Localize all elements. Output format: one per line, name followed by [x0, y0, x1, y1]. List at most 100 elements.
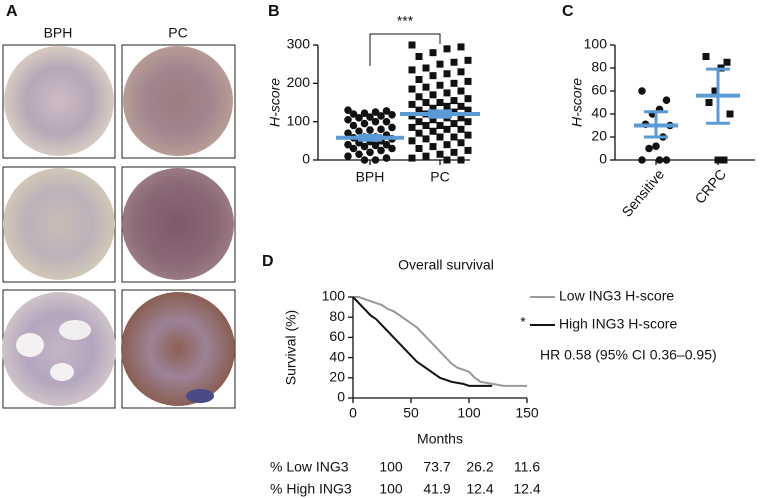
- data-point: [355, 150, 363, 159]
- risk-value: 26.2: [466, 459, 493, 475]
- data-point: [714, 156, 722, 164]
- data-point: [344, 115, 352, 124]
- panel-label: C: [562, 3, 574, 20]
- data-point: [415, 106, 423, 114]
- data-point: [371, 156, 380, 164]
- x-tick-label: 50: [403, 405, 419, 421]
- data-point: [355, 127, 363, 136]
- data-point: [726, 110, 734, 118]
- data-point: [450, 120, 458, 128]
- data-point: [457, 139, 465, 147]
- data-point: [366, 126, 374, 134]
- data-point: [638, 156, 646, 164]
- risk-value: 100: [379, 481, 403, 497]
- data-point: [457, 102, 465, 110]
- data-point: [408, 154, 416, 162]
- data-point: [344, 152, 352, 160]
- tissue-images: [2, 44, 236, 409]
- data-point: [415, 145, 423, 152]
- data-point: [443, 102, 451, 110]
- data-point: [443, 45, 451, 53]
- data-point: [382, 140, 391, 149]
- tissue-core: [3, 168, 115, 280]
- data-point: [464, 131, 472, 139]
- risk-value: 11.6: [514, 459, 540, 475]
- y-tick-label: 80: [329, 308, 345, 324]
- data-point: [415, 53, 423, 60]
- data-point: [377, 146, 385, 155]
- data-point: [429, 49, 437, 57]
- data-point: [344, 106, 352, 114]
- data-point: [349, 110, 358, 118]
- data-point: [638, 87, 646, 95]
- column-header: PC: [168, 25, 187, 41]
- data-point: [443, 141, 451, 149]
- stain-mark: [186, 389, 214, 403]
- data-point: [360, 142, 369, 151]
- data-point: [702, 53, 710, 60]
- data-point: [349, 144, 358, 153]
- data-point: [723, 58, 731, 66]
- data-point: [408, 85, 416, 93]
- data-point: [377, 125, 385, 134]
- data-point: [652, 142, 660, 150]
- data-point: [366, 148, 374, 157]
- data-point: [422, 83, 430, 91]
- chart-title: Overall survival: [398, 257, 494, 273]
- tissue-core: [121, 292, 235, 406]
- x-axis-label: Months: [417, 431, 463, 447]
- risk-value: 100: [379, 459, 403, 475]
- y-axis-label: H-score: [569, 78, 585, 127]
- data-point: [388, 144, 396, 153]
- x-tick-label: BPH: [356, 169, 385, 185]
- data-point: [344, 140, 352, 149]
- y-tick-label: 200: [287, 74, 311, 90]
- data-point: [443, 125, 451, 133]
- gland: [16, 333, 44, 357]
- significance-label: ***: [397, 13, 414, 29]
- data-point: [360, 109, 369, 118]
- tissue-core: [122, 168, 234, 280]
- data-point: [645, 144, 653, 153]
- data-point: [464, 118, 472, 126]
- data-point: [464, 77, 472, 85]
- y-tick-label: 40: [591, 105, 607, 121]
- data-point: [705, 99, 713, 106]
- panel-label: B: [268, 3, 280, 20]
- x-tick-label: 0: [349, 405, 357, 421]
- data-point: [429, 72, 437, 80]
- tissue-core: [2, 292, 116, 406]
- x-tick-label: PC: [430, 169, 449, 185]
- x-tick-label: Sensitive: [618, 166, 667, 220]
- data-point: [711, 87, 719, 95]
- y-axis-label: Survival (%): [283, 310, 299, 385]
- data-point: [429, 104, 437, 112]
- significance-label: *: [520, 314, 526, 330]
- tissue-core: [4, 46, 114, 156]
- data-point: [355, 114, 363, 122]
- data-point: [415, 129, 423, 137]
- y-tick-label: 0: [302, 151, 310, 167]
- y-tick-label: 300: [287, 36, 311, 52]
- data-point: [436, 81, 444, 89]
- gland: [59, 320, 91, 340]
- data-point: [464, 146, 472, 154]
- y-axis-label: H-score: [267, 78, 283, 127]
- panel-label: D: [262, 253, 274, 270]
- y-tick-label: 20: [591, 128, 607, 144]
- data-point: [457, 68, 465, 76]
- data-point: [450, 58, 458, 66]
- risk-value: 12.4: [513, 481, 540, 497]
- annotation: HR 0.58 (95% CI 0.36–0.95): [540, 347, 717, 363]
- data-point: [464, 106, 472, 114]
- data-point: [382, 117, 391, 126]
- data-point: [436, 122, 444, 129]
- data-point: [415, 93, 423, 101]
- data-point: [450, 133, 458, 141]
- data-point: [360, 156, 369, 164]
- data-point: [457, 43, 465, 51]
- survival-curve: [353, 296, 527, 387]
- data-point: [422, 152, 430, 160]
- data-point: [344, 129, 352, 137]
